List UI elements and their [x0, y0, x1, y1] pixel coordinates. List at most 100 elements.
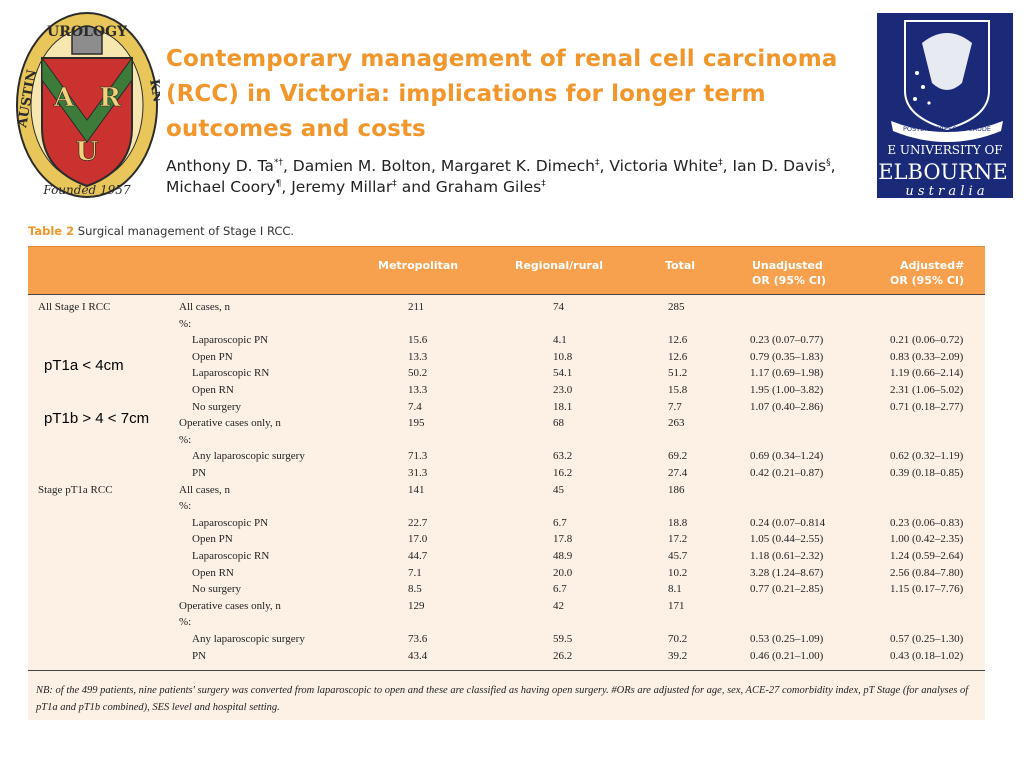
cell-metropolitan: 15.6 — [408, 334, 428, 347]
cell-regional: 17.8 — [553, 533, 573, 546]
header-total: Total — [665, 259, 696, 272]
austin-urology-logo: A R U UROLOGY AUSTIN KN Founded 1957 — [14, 10, 165, 200]
cell-adjusted-or: 0.71 (0.18–2.77) — [890, 400, 964, 413]
cell-unadjusted-or: 0.79 (0.35–1.83) — [750, 350, 824, 363]
author-name: Damien M. Bolton — [292, 157, 431, 175]
logo-letter-r: R — [99, 83, 121, 113]
cell-regional: 18.1 — [553, 400, 573, 413]
table-header-row: Metropolitan Regional/rural Total Unadju… — [28, 246, 985, 295]
cell-adjusted-or: 0.57 (0.25–1.30) — [890, 633, 964, 645]
cell-unadjusted-or: 0.23 (0.07–0.77) — [750, 334, 824, 347]
cell-unadjusted-or: 1.18 (0.61–2.32) — [750, 550, 824, 562]
cell-adjusted-or: 2.31 (1.06–5.02) — [890, 384, 964, 396]
cell-unadjusted-or: 0.42 (0.21–0.87) — [750, 467, 824, 479]
row-label: Operative cases only, n — [179, 417, 281, 430]
author-name: Jeremy Millar — [291, 178, 393, 196]
row-label: Laparoscopic PN — [192, 334, 269, 347]
cell-metropolitan: 50.2 — [408, 367, 428, 380]
row-label: %: — [179, 616, 192, 629]
author-affiliation-mark: § — [826, 157, 831, 168]
row-label: No surgery — [192, 583, 241, 596]
table-row: Stage pT1a RCC All cases, n 141 45 186 — [28, 484, 985, 500]
cell-regional: 48.9 — [553, 550, 573, 562]
table-row: Laparoscopic PN 15.6 4.1 12.6 0.23 (0.07–0.7… — [28, 334, 985, 350]
row-label: Open PN — [192, 350, 233, 363]
cell-regional: 68 — [553, 417, 564, 430]
cell-unadjusted-or: 0.53 (0.25–1.09) — [750, 633, 824, 645]
header-metropolitan: Metropolitan — [378, 259, 459, 272]
cell-total: 10.2 — [668, 566, 688, 579]
author-name: Graham Giles — [435, 178, 542, 196]
cell-regional: 20.0 — [553, 566, 573, 579]
logo-line2: ELBOURNE — [878, 160, 1008, 184]
header-regional-rural: Regional/rural — [515, 259, 604, 272]
cell-metropolitan: 44.7 — [408, 550, 428, 562]
table-caption-text: Surgical management of Stage I RCC. — [77, 224, 295, 238]
cell-regional: 26.2 — [553, 649, 573, 662]
logo-bottom-text: Founded 1957 — [42, 183, 131, 197]
table-row: Open PN 17.0 17.8 17.2 1.05 (0.44–2.55) 1.00 … — [28, 533, 985, 549]
cell-total: 69.2 — [668, 450, 688, 463]
cell-regional: 6.7 — [553, 583, 567, 596]
paper-title: Contemporary management of renal cell ca… — [166, 46, 838, 142]
cell-adjusted-or: 2.56 (0.84–7.80) — [890, 566, 964, 579]
table-row: No surgery 7.4 18.1 7.7 1.07 (0.40–2.86) 0.71… — [28, 401, 985, 417]
cell-adjusted-or: 1.15 (0.17–7.76) — [890, 583, 964, 596]
row-label: No surgery — [192, 400, 241, 413]
table-row: Open RN 7.1 20.0 10.2 3.28 (1.24–8.67) 2.56 (… — [28, 567, 985, 583]
cell-total: 51.2 — [668, 367, 688, 380]
cell-unadjusted-or: 0.46 (0.21–1.00) — [750, 649, 824, 662]
row-label: Open RN — [192, 566, 234, 579]
cell-metropolitan: 13.3 — [408, 384, 428, 396]
footer-rule — [28, 670, 985, 671]
cell-total: 285 — [668, 301, 685, 313]
author-affiliation-mark: ‡ — [594, 157, 600, 168]
row-label: Laparoscopic PN — [192, 516, 269, 529]
logo-line1: E UNIVERSITY OF — [887, 143, 1002, 157]
cell-total: 18.8 — [668, 516, 688, 529]
cell-metropolitan: 211 — [408, 301, 425, 313]
header-unadjusted-ci: OR (95% CI) — [752, 274, 827, 287]
row-label: PN — [192, 467, 207, 479]
author-affiliation-mark: ‡ — [541, 178, 546, 189]
cell-adjusted-or: 0.62 (0.32–1.19) — [890, 450, 964, 463]
cell-adjusted-or: 0.83 (0.33–2.09) — [890, 350, 964, 363]
cell-adjusted-or: 0.21 (0.06–0.72) — [890, 334, 964, 347]
cell-adjusted-or: 0.43 (0.18–1.02) — [890, 649, 964, 662]
cell-unadjusted-or: 3.28 (1.24–8.67) — [750, 566, 824, 579]
cell-total: 45.7 — [668, 550, 688, 562]
author-list: Anthony D. Ta*†, Damien M. Bolton, Marga… — [166, 157, 836, 196]
cell-regional: 54.1 — [553, 367, 573, 380]
row-label: %: — [179, 500, 192, 513]
logo-top-text: UROLOGY — [47, 24, 128, 40]
logo-letter-a: A — [53, 83, 75, 113]
table-row: Operative cases only, n 195 68 263 — [28, 417, 985, 433]
row-label: Laparoscopic RN — [192, 550, 270, 562]
logo-letter-u: U — [76, 137, 99, 167]
author-affiliation-mark: *† — [273, 157, 283, 168]
author-name: Ian D. Davis — [732, 157, 827, 175]
annotation-pt1b: pT1b > 4 < 7cm — [42, 410, 152, 427]
table-row: %: — [28, 616, 985, 632]
cell-total: 186 — [668, 483, 685, 496]
cell-unadjusted-or: 1.05 (0.44–2.55) — [750, 533, 824, 546]
author-name: Victoria White — [609, 157, 719, 175]
row-label: Operative cases only, n — [179, 599, 281, 612]
header-unadjusted: Unadjusted — [752, 259, 823, 272]
author-name: Anthony D. Ta — [166, 157, 274, 175]
table-row: %: — [28, 500, 985, 516]
cell-regional: 74 — [553, 301, 564, 313]
table-caption-label: Table 2 — [28, 224, 75, 238]
table-row: No surgery 8.5 6.7 8.1 0.77 (0.21–2.85) 1.15 … — [28, 583, 985, 599]
cell-metropolitan: 8.5 — [408, 583, 422, 596]
cell-metropolitan: 71.3 — [408, 450, 428, 463]
cell-adjusted-or: 0.39 (0.18–0.85) — [890, 467, 964, 479]
cell-total: 7.7 — [668, 400, 682, 413]
cell-regional: 16.2 — [553, 467, 573, 479]
cell-metropolitan: 7.1 — [408, 566, 422, 579]
cell-total: 17.2 — [668, 533, 688, 546]
cell-regional: 42 — [553, 599, 564, 612]
annotation-pt1a: pT1a < 4cm — [42, 357, 126, 374]
table-row: All Stage I RCC All cases, n 211 74 285 — [28, 301, 985, 317]
table-row: %: — [28, 434, 985, 450]
